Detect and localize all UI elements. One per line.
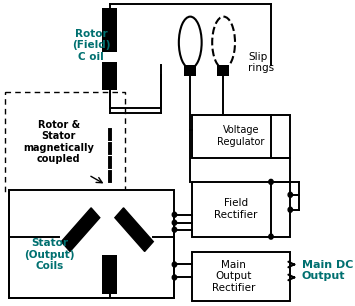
Bar [103, 255, 118, 294]
Text: Rotor
(Field)
C oil: Rotor (Field) C oil [72, 29, 110, 62]
Bar [217, 65, 229, 76]
Bar [192, 182, 290, 237]
Text: Slip
rings: Slip rings [248, 52, 274, 73]
Bar [10, 190, 174, 298]
Polygon shape [61, 208, 100, 252]
Bar [5, 92, 125, 192]
Bar [184, 65, 196, 76]
Circle shape [269, 234, 273, 239]
Text: Field
Rectifier: Field Rectifier [214, 198, 258, 219]
Text: Voltage
Regulator: Voltage Regulator [218, 125, 265, 147]
Circle shape [172, 227, 177, 232]
Circle shape [172, 220, 177, 225]
Bar [192, 252, 290, 301]
Circle shape [172, 212, 177, 217]
Circle shape [172, 262, 177, 267]
Circle shape [172, 275, 177, 280]
Text: Stator
(Output)
Coils: Stator (Output) Coils [24, 238, 75, 271]
Bar [192, 115, 290, 158]
Circle shape [288, 207, 293, 212]
Text: Main DC
Output: Main DC Output [302, 260, 353, 281]
Bar [103, 62, 118, 90]
Text: Main
Output
Rectifier: Main Output Rectifier [212, 260, 255, 293]
Text: Rotor &
Stator
magnetically
coupled: Rotor & Stator magnetically coupled [23, 120, 94, 164]
Bar [103, 8, 118, 52]
Polygon shape [115, 208, 153, 252]
Circle shape [269, 179, 273, 184]
Ellipse shape [179, 17, 202, 68]
Ellipse shape [212, 17, 235, 68]
Circle shape [288, 192, 293, 197]
